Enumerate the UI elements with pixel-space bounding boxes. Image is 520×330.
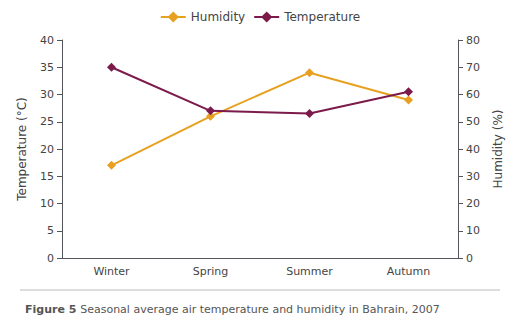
svg-text:60: 60 bbox=[466, 88, 480, 101]
svg-text:Humidity: Humidity bbox=[191, 10, 245, 24]
svg-text:Autumn: Autumn bbox=[387, 265, 430, 278]
svg-text:Temperature: Temperature bbox=[283, 10, 360, 24]
svg-text:Seasonal average air temperatu: Seasonal average air temperature and hum… bbox=[80, 303, 440, 316]
svg-text:35: 35 bbox=[40, 61, 54, 74]
svg-text:40: 40 bbox=[40, 34, 54, 47]
svg-text:Figure 5: Figure 5 bbox=[25, 303, 76, 316]
svg-text:0: 0 bbox=[47, 252, 54, 265]
svg-text:Winter: Winter bbox=[93, 265, 130, 278]
svg-text:30: 30 bbox=[40, 88, 54, 101]
svg-text:5: 5 bbox=[47, 224, 54, 237]
svg-text:Spring: Spring bbox=[193, 265, 229, 278]
svg-text:20: 20 bbox=[466, 197, 480, 210]
svg-text:40: 40 bbox=[466, 143, 480, 156]
svg-text:15: 15 bbox=[40, 170, 54, 183]
svg-text:70: 70 bbox=[466, 61, 480, 74]
svg-text:50: 50 bbox=[466, 115, 480, 128]
svg-text:Summer: Summer bbox=[286, 265, 333, 278]
svg-text:25: 25 bbox=[40, 115, 54, 128]
svg-text:20: 20 bbox=[40, 143, 54, 156]
svg-text:80: 80 bbox=[466, 34, 480, 47]
svg-text:Humidity (%): Humidity (%) bbox=[491, 110, 505, 189]
svg-text:30: 30 bbox=[466, 170, 480, 183]
svg-text:0: 0 bbox=[466, 252, 473, 265]
svg-text:10: 10 bbox=[40, 197, 54, 210]
svg-text:10: 10 bbox=[466, 224, 480, 237]
svg-text:Temperature (°C): Temperature (°C) bbox=[15, 97, 29, 202]
